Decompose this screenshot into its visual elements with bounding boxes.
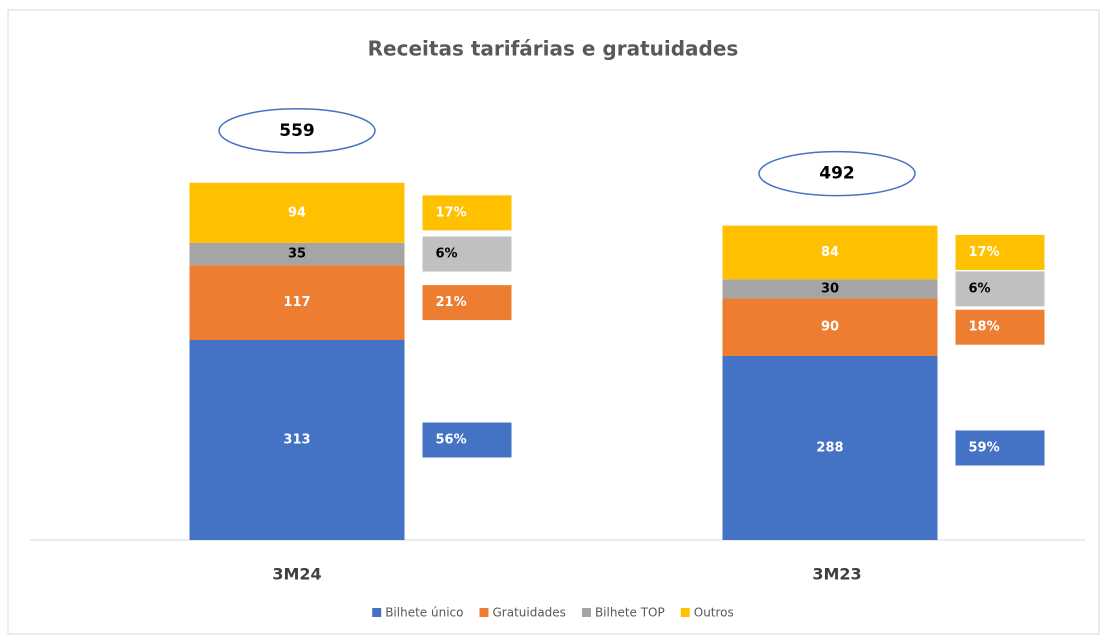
segment-label: 94 [288, 205, 306, 220]
segment-label: 35 [288, 247, 306, 262]
bar-segment [189, 339, 405, 540]
total-ellipse [218, 108, 376, 154]
legend-swatch [479, 608, 489, 617]
percent-box [422, 285, 512, 321]
segment-label: 84 [821, 245, 839, 260]
percent-label: 17% [969, 245, 1000, 260]
percent-box [422, 195, 512, 231]
segment-label: 288 [816, 440, 843, 455]
legend-label: Outros [694, 606, 734, 620]
bar-segment [722, 355, 938, 540]
legend-label: Gratuidades [492, 606, 565, 620]
percent-box [955, 234, 1045, 270]
legend-swatch [581, 608, 591, 617]
percent-label: 21% [436, 295, 467, 310]
bar-segment [722, 279, 938, 299]
bar-segment [722, 298, 938, 356]
percent-box [955, 271, 1045, 307]
segment-label: 30 [821, 281, 839, 296]
percent-label: 56% [436, 432, 467, 447]
percent-box [422, 422, 512, 458]
legend-swatch [372, 608, 382, 617]
percent-label: 6% [436, 247, 458, 262]
percent-label: 17% [436, 205, 467, 220]
legend-swatch [680, 608, 690, 617]
legend-label: Bilhete TOP [595, 606, 665, 620]
bar-segment [722, 225, 938, 280]
total-ellipse [758, 150, 916, 197]
x-tick-label: 3M23 [812, 565, 861, 584]
legend-label: Bilhete único [385, 606, 463, 620]
total-label: 492 [819, 164, 855, 184]
bar-segment [189, 242, 405, 266]
segment-label: 313 [283, 432, 310, 447]
segment-label: 117 [283, 295, 310, 310]
total-label: 559 [279, 121, 315, 141]
percent-box [955, 430, 1045, 466]
bar-segment [189, 182, 405, 243]
chart-title: Receitas tarifárias e gratuidades [368, 37, 739, 61]
percent-label: 6% [969, 281, 991, 296]
segment-label: 90 [821, 320, 839, 335]
percent-box [422, 236, 512, 272]
percent-box [955, 309, 1045, 345]
percent-label: 59% [969, 440, 1000, 455]
x-tick-label: 3M24 [272, 565, 321, 584]
percent-label: 18% [969, 320, 1000, 335]
bar-segment [189, 265, 405, 340]
